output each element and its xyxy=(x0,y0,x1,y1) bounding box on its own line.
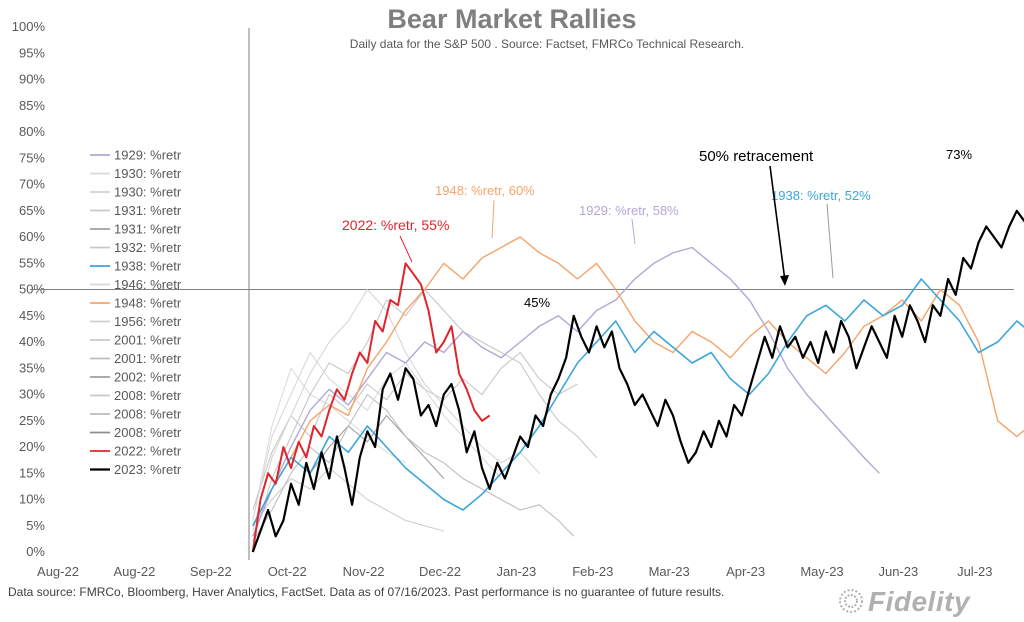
x-tick-label: Apr-23 xyxy=(726,564,765,579)
x-tick-label: Mar-23 xyxy=(649,564,690,579)
annotation-leader-line xyxy=(399,235,413,263)
x-tick-label: Aug-22 xyxy=(37,564,79,579)
legend-label: 2008: %retr xyxy=(114,388,182,403)
legend-label: 1948: %retr xyxy=(114,296,182,311)
legend-label: 1931: %retr xyxy=(114,203,182,218)
chart-subtitle: Daily data for the S&P 500 . Source: Fac… xyxy=(349,37,745,51)
annotation-leader-line xyxy=(631,218,636,245)
annotation-label: 45% xyxy=(524,295,550,310)
x-tick-label: Oct-22 xyxy=(268,564,307,579)
y-tick-label: 55% xyxy=(19,255,45,270)
legend-label: 1930: %retr xyxy=(114,185,182,200)
y-tick-label: 90% xyxy=(19,72,45,87)
x-tick-label: Nov-22 xyxy=(343,564,385,579)
y-axis: 0%5%10%15%20%25%30%35%40%45%50%55%60%65%… xyxy=(12,19,46,559)
series-line-2022 xyxy=(251,262,491,553)
y-tick-label: 35% xyxy=(19,360,45,375)
retracement-arrow xyxy=(769,165,786,282)
y-tick-label: 30% xyxy=(19,387,45,402)
annotation-label: 1938: %retr, 52% xyxy=(771,188,871,203)
fidelity-wordmark: Fidelity xyxy=(868,586,971,617)
x-tick-label: Aug-22 xyxy=(113,564,155,579)
fidelity-burst-icon xyxy=(839,589,863,613)
series-line-1938 xyxy=(252,278,1024,527)
x-tick-label: Jul-23 xyxy=(957,564,992,579)
annotation-label: 1929: %retr, 58% xyxy=(579,203,679,218)
data-source-footer: Data source: FMRCo, Bloomberg, Haver Ana… xyxy=(8,585,725,599)
annotation-label: 1948: %retr, 60% xyxy=(435,183,535,198)
y-tick-label: 15% xyxy=(19,465,45,480)
x-tick-label: Jun-23 xyxy=(879,564,919,579)
y-tick-label: 25% xyxy=(19,413,45,428)
y-tick-label: 60% xyxy=(19,229,45,244)
annotation-leader-line xyxy=(491,199,495,239)
chart-title: Bear Market Rallies xyxy=(387,4,637,34)
retracement-arrowhead xyxy=(780,275,789,286)
x-axis: Aug-22 Aug-22 Sep-22 Oct-22 Nov-22 Dec-22 Jan-… xyxy=(37,564,992,579)
series-line-2023 xyxy=(251,209,1024,553)
legend-label: 2022: %retr xyxy=(114,444,182,459)
y-tick-label: 100% xyxy=(12,19,46,34)
series-line-1956 xyxy=(252,467,444,532)
series-line-1930 xyxy=(252,351,502,521)
annotation-leader-line xyxy=(826,203,834,279)
legend-label: 1929: %retr xyxy=(114,148,182,163)
legend-label: 1932: %retr xyxy=(114,240,182,255)
annotation-label: 2022: %retr, 55% xyxy=(342,217,449,233)
series-line-1932 xyxy=(252,288,540,532)
legend-label: 2023: %retr xyxy=(114,462,182,477)
annotation-label: 50% retracement xyxy=(699,148,814,165)
legend-label: 1956: %retr xyxy=(114,314,182,329)
legend-label: 2008: %retr xyxy=(114,425,182,440)
fidelity-logo: Fidelity xyxy=(836,586,970,618)
y-tick-label: 80% xyxy=(19,124,45,139)
legend-label: 1938: %retr xyxy=(114,259,182,274)
legend-label: 2001: %retr xyxy=(114,333,182,348)
y-tick-label: 10% xyxy=(19,492,45,507)
annotation-label: 73% xyxy=(946,147,972,162)
legend-label: 2008: %retr xyxy=(114,407,182,422)
x-tick-label: Feb-23 xyxy=(572,564,613,579)
legend-label: 1946: %retr xyxy=(114,277,182,292)
y-tick-label: 95% xyxy=(19,45,45,60)
x-tick-label: May-23 xyxy=(800,564,843,579)
chart-legend: 1929: %retr 1930: %retr 1930: %retr 1931: %… xyxy=(90,148,182,477)
chart-annotations: 1948: %retr, 60% 1929: %retr, 58% 2022: %r… xyxy=(342,147,972,310)
x-tick-label: Jan-23 xyxy=(497,564,537,579)
y-tick-label: 70% xyxy=(19,177,45,192)
y-tick-label: 45% xyxy=(19,308,45,323)
x-tick-label: Sep-22 xyxy=(190,564,232,579)
y-tick-label: 0% xyxy=(26,544,45,559)
x-tick-label: Dec-22 xyxy=(419,564,461,579)
series-line-2001 xyxy=(252,351,578,511)
y-tick-label: 85% xyxy=(19,98,45,113)
series-line-2008 xyxy=(252,393,575,542)
y-tick-label: 75% xyxy=(19,150,45,165)
y-tick-label: 20% xyxy=(19,439,45,454)
y-tick-label: 5% xyxy=(26,518,45,533)
series-layer xyxy=(251,209,1024,553)
legend-label: 1930: %retr xyxy=(114,166,182,181)
legend-label: 2001: %retr xyxy=(114,351,182,366)
series-line-1948 xyxy=(252,236,1024,527)
y-tick-label: 40% xyxy=(19,334,45,349)
legend-label: 1931: %retr xyxy=(114,222,182,237)
legend-label: 2002: %retr xyxy=(114,370,182,385)
y-tick-label: 65% xyxy=(19,203,45,218)
